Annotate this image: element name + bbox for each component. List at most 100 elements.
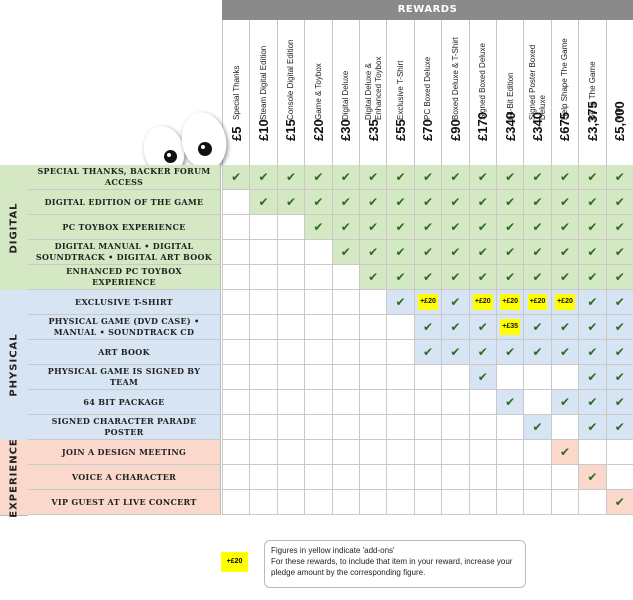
reward-cell <box>523 365 551 390</box>
reward-cell <box>413 415 442 440</box>
tier-price: £340 <box>530 112 546 141</box>
reward-cell <box>496 465 524 490</box>
tier-header: Steam Digital Edition £10 <box>249 20 278 165</box>
addon-legend-swatch: +£20 <box>221 552 248 572</box>
reward-cell <box>249 315 277 340</box>
reward-cell: ✔ <box>496 390 524 415</box>
reward-item-label: SPECIAL THANKS, BACKER FORUM ACCESS <box>28 165 221 190</box>
reward-cell <box>249 240 277 265</box>
reward-cell: ✔ <box>386 190 414 215</box>
check-icon: ✔ <box>614 495 625 509</box>
reward-cell <box>359 415 387 440</box>
reward-cell <box>304 340 332 365</box>
reward-cell: ✔ <box>578 465 606 490</box>
reward-cell <box>222 340 250 365</box>
reward-cell: ✔ <box>578 390 606 415</box>
reward-cell <box>441 490 469 515</box>
check-icon: ✔ <box>559 195 571 209</box>
reward-cell <box>550 415 579 440</box>
reward-cell <box>413 465 442 490</box>
reward-cell: ✔ <box>578 240 606 265</box>
reward-cell: ✔ <box>413 340 442 365</box>
reward-row: PHYSICAL GAME (DVD CASE) • MANUAL • SOUN… <box>28 315 633 340</box>
check-icon: ✔ <box>559 170 571 184</box>
reward-cell: ✔ <box>578 315 606 340</box>
reward-cell <box>359 365 387 390</box>
check-icon: ✔ <box>313 170 324 184</box>
reward-cell: ✔ <box>359 265 387 290</box>
tier-price: £3,375 <box>584 101 600 141</box>
category-band: EXPERIENCE <box>0 437 28 518</box>
check-icon: ✔ <box>368 245 379 259</box>
legend-line-1: Figures in yellow indicate 'add-ons' <box>271 546 395 555</box>
reward-cell: ✔ <box>605 215 633 240</box>
reward-cell: ✔ <box>578 365 606 390</box>
reward-cell: ✔ <box>605 265 633 290</box>
reward-cell: ✔ <box>496 190 524 215</box>
reward-cell <box>276 390 305 415</box>
reward-cell <box>222 215 250 240</box>
check-icon: ✔ <box>477 220 488 234</box>
check-icon: ✔ <box>587 370 598 384</box>
reward-cell: ✔ <box>441 165 469 190</box>
reward-row: JOIN A DESIGN MEETING ✔ <box>28 440 633 465</box>
reward-cell: +£20 <box>550 290 579 315</box>
check-icon: ✔ <box>614 420 625 434</box>
reward-cell: ✔ <box>523 315 551 340</box>
reward-cell: ✔ <box>441 240 469 265</box>
reward-cell <box>276 340 305 365</box>
reward-cell <box>496 365 524 390</box>
reward-cell <box>496 415 524 440</box>
reward-cell <box>550 490 579 515</box>
check-icon: ✔ <box>340 195 351 209</box>
check-icon: ✔ <box>532 270 543 284</box>
tier-price: £35 <box>365 119 381 141</box>
reward-cell <box>304 315 332 340</box>
reward-cell: ✔ <box>441 190 469 215</box>
reward-item-label: DIGITAL EDITION OF THE GAME <box>28 190 221 215</box>
reward-cell: ✔ <box>359 240 387 265</box>
reward-cell: ✔ <box>605 415 633 440</box>
reward-cell <box>468 465 496 490</box>
reward-cell: ✔ <box>605 340 633 365</box>
reward-cell <box>276 315 305 340</box>
check-icon: ✔ <box>614 345 625 359</box>
check-icon: ✔ <box>532 320 543 334</box>
reward-item-label: PHYSICAL GAME (DVD CASE) • MANUAL • SOUN… <box>28 315 221 340</box>
reward-item-label: PHYSICAL GAME IS SIGNED BY TEAM <box>28 365 221 390</box>
reward-cell <box>468 390 496 415</box>
tier-price: £10 <box>256 119 272 141</box>
check-icon: ✔ <box>614 220 625 234</box>
reward-cell: ✔ <box>605 390 633 415</box>
reward-cell: ✔ <box>468 265 496 290</box>
reward-cell <box>359 290 387 315</box>
tier-header: Digital Deluxe £30 <box>331 20 360 165</box>
reward-cell: +£20 <box>468 290 496 315</box>
reward-row: PHYSICAL GAME IS SIGNED BY TEAM ✔ ✔ ✔ <box>28 365 633 390</box>
reward-cell <box>331 440 359 465</box>
reward-cell <box>578 490 606 515</box>
reward-cell: ✔ <box>386 265 414 290</box>
reward-cell <box>386 415 414 440</box>
reward-item-label: VOICE A CHARACTER <box>28 465 221 490</box>
reward-cell: ✔ <box>413 165 442 190</box>
check-icon: ✔ <box>258 195 269 209</box>
category-label: EXPERIENCE <box>8 437 20 518</box>
reward-cell <box>249 290 277 315</box>
reward-cell <box>304 440 332 465</box>
reward-cell: ✔ <box>550 390 579 415</box>
tier-header: Boxed Deluxe & T-Shirt £90 <box>441 20 470 165</box>
reward-item-label: SIGNED CHARACTER PARADE POSTER <box>28 415 221 440</box>
reward-cell <box>331 415 359 440</box>
reward-cell: ✔ <box>550 190 579 215</box>
reward-cell: ✔ <box>578 265 606 290</box>
check-icon: ✔ <box>559 345 571 359</box>
reward-cell: ✔ <box>578 290 606 315</box>
reward-cell <box>304 265 332 290</box>
addon-price: +£20 <box>500 294 521 310</box>
check-icon: ✔ <box>587 270 598 284</box>
reward-cell <box>276 440 305 465</box>
check-icon: ✔ <box>422 195 434 209</box>
reward-cell <box>468 490 496 515</box>
rewards-header: REWARDS <box>222 0 633 20</box>
